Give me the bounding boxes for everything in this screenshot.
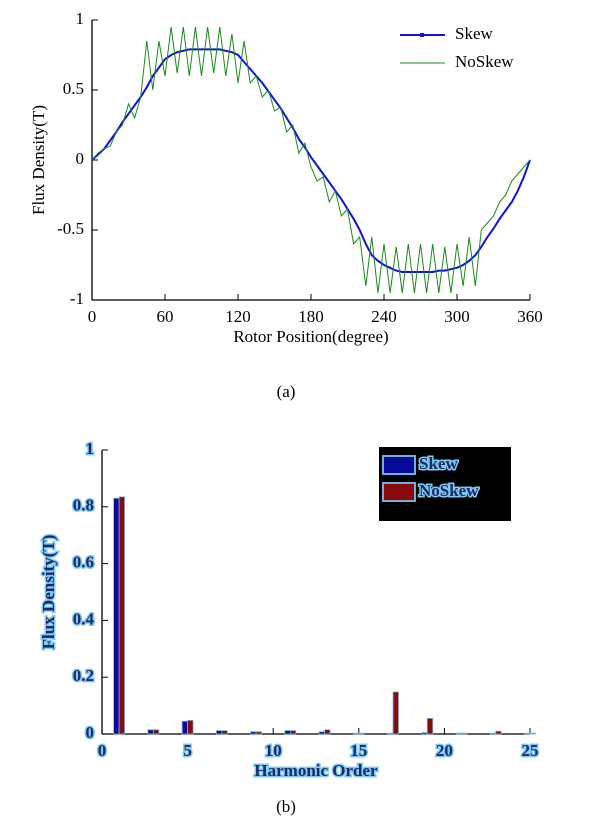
bar (358, 732, 365, 735)
y-tick-label: 1 (76, 9, 85, 28)
legend-swatch (382, 455, 416, 475)
legend-swatch (382, 482, 416, 502)
caption: (b) (276, 797, 296, 816)
y-tick-label: 0 (86, 723, 95, 742)
y-tick-label: 0.6 (73, 553, 94, 572)
caption: (a) (277, 382, 296, 401)
bar (455, 732, 462, 735)
x-tick-label: 0 (98, 741, 107, 760)
x-tick-label: 180 (298, 307, 324, 326)
y-axis-label: Flux Density(T) (29, 105, 48, 215)
x-tick-label: 240 (371, 307, 397, 326)
bar (524, 732, 531, 735)
bar (387, 732, 394, 735)
bar (284, 730, 291, 735)
bar (324, 729, 331, 735)
x-tick-label: 120 (225, 307, 251, 326)
bar (250, 731, 257, 735)
x-tick-label: 10 (265, 741, 282, 760)
bar (187, 719, 194, 735)
line-series (91, 26, 531, 294)
bar (489, 732, 497, 735)
x-tick-label: 60 (157, 307, 174, 326)
bar (147, 729, 154, 735)
line-series (91, 48, 531, 273)
x-tick-label: 25 (522, 741, 539, 760)
bar (392, 691, 399, 735)
bar (495, 730, 502, 735)
y-tick-label: 1 (86, 439, 95, 458)
x-tick-label: 0 (88, 307, 97, 326)
bar (421, 732, 428, 735)
bar (221, 730, 228, 735)
bar (289, 730, 297, 735)
bar (181, 720, 188, 735)
y-tick-label: 0.8 (73, 496, 94, 515)
y-axis-label: Flux Density(T) (39, 535, 58, 650)
x-axis-label: Rotor Position(degree) (233, 327, 388, 346)
legend-label: NoSkew (455, 52, 514, 71)
bar (118, 496, 125, 735)
x-tick-label: 15 (350, 741, 367, 760)
bar (152, 729, 160, 735)
x-tick-label: 5 (183, 741, 192, 760)
bar (461, 732, 468, 735)
bar (529, 732, 536, 735)
y-tick-label: 0.5 (63, 79, 84, 98)
y-tick-label: 0.2 (73, 666, 94, 685)
x-tick-label: 20 (436, 741, 453, 760)
bar (352, 732, 360, 735)
legend-label: Skew (455, 24, 494, 43)
y-tick-label: -0.5 (57, 219, 84, 238)
y-tick-label: -1 (70, 289, 84, 308)
x-axis-label: Harmonic Order (254, 761, 378, 780)
legend-marker (420, 33, 424, 37)
x-tick-label: 300 (444, 307, 470, 326)
bar (318, 731, 325, 735)
legend-label: Skew (419, 454, 458, 473)
legend-label: NoSkew (419, 481, 479, 500)
x-tick-label: 360 (517, 307, 543, 326)
bar (215, 730, 223, 735)
bar (426, 717, 434, 735)
bar (255, 731, 262, 735)
y-tick-label: 0 (76, 149, 85, 168)
bar (113, 497, 120, 735)
y-tick-label: 0.4 (73, 609, 95, 628)
chart: -1 -0.5 0 0.5 1 0 60 120 180 240 300 360 Rotor Posit… (29, 9, 543, 346)
